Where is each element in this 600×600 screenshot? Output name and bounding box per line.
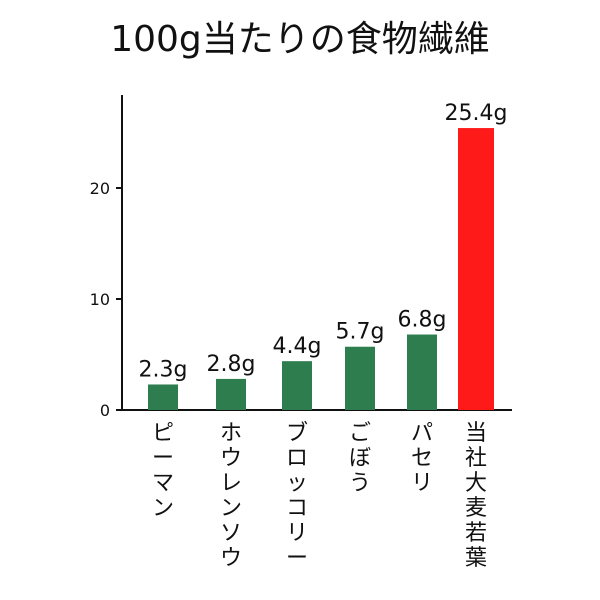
data-labels: 2.3g 2.8g 4.4g 5.7g 6.8g 25.4g <box>139 101 508 382</box>
category-label: ブロッコリー <box>286 421 308 571</box>
bar <box>458 128 494 410</box>
data-label: 4.4g <box>273 334 322 359</box>
y-tick-label: 10 <box>90 290 110 309</box>
category-label: ピーマン <box>152 421 174 521</box>
y-tick-label: 0 <box>100 401 110 420</box>
data-label: 2.3g <box>139 357 188 382</box>
bar <box>282 361 312 410</box>
chart-title: 100g当たりの食物繊維 <box>110 19 490 60</box>
data-label: 5.7g <box>336 320 385 345</box>
y-axis: 0 10 20 <box>90 95 512 420</box>
category-labels: ピーマン ホウレンソウ ブロッコリー ごぼう パセリ 当社大麦若葉 <box>152 421 487 571</box>
category-label: 当社大麦若葉 <box>465 421 487 571</box>
bar <box>216 378 246 410</box>
category-label: パセリ <box>411 421 433 496</box>
bars <box>148 128 494 410</box>
data-label: 6.8g <box>398 308 447 333</box>
category-label: ホウレンソウ <box>220 421 242 571</box>
data-label: 25.4g <box>445 101 508 126</box>
y-tick-label: 20 <box>90 179 110 198</box>
bar <box>148 384 178 410</box>
bar <box>407 334 437 410</box>
category-label: ごぼう <box>349 421 371 496</box>
bar <box>345 346 375 410</box>
data-label: 2.8g <box>207 352 256 377</box>
